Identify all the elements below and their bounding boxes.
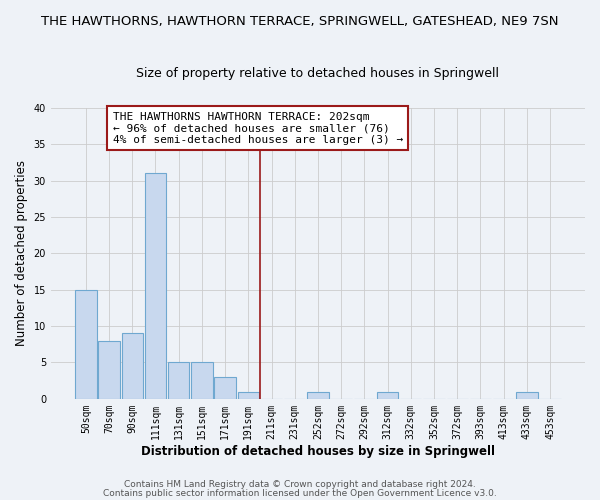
Bar [98, 340, 120, 399]
Text: Contains public sector information licensed under the Open Government Licence v3: Contains public sector information licen… [103, 488, 497, 498]
Bar [307, 392, 329, 399]
Text: Contains HM Land Registry data © Crown copyright and database right 2024.: Contains HM Land Registry data © Crown c… [124, 480, 476, 489]
Bar [377, 392, 398, 399]
Bar [145, 174, 166, 399]
Bar [238, 392, 259, 399]
X-axis label: Distribution of detached houses by size in Springwell: Distribution of detached houses by size … [141, 444, 495, 458]
Title: Size of property relative to detached houses in Springwell: Size of property relative to detached ho… [136, 68, 499, 80]
Bar [122, 334, 143, 399]
Text: THE HAWTHORNS HAWTHORN TERRACE: 202sqm
← 96% of detached houses are smaller (76): THE HAWTHORNS HAWTHORN TERRACE: 202sqm ←… [113, 112, 403, 145]
Y-axis label: Number of detached properties: Number of detached properties [15, 160, 28, 346]
Bar [75, 290, 97, 399]
Bar [168, 362, 190, 399]
Bar [191, 362, 212, 399]
Text: THE HAWTHORNS, HAWTHORN TERRACE, SPRINGWELL, GATESHEAD, NE9 7SN: THE HAWTHORNS, HAWTHORN TERRACE, SPRINGW… [41, 15, 559, 28]
Bar [214, 377, 236, 399]
Bar [516, 392, 538, 399]
